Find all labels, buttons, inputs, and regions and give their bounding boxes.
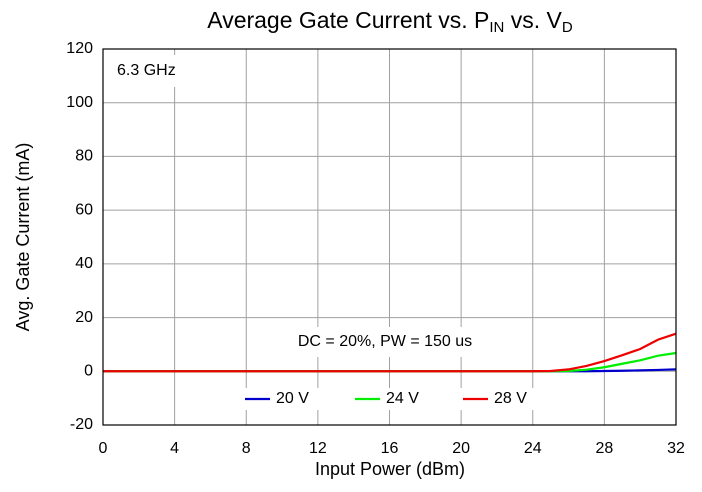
x-axis-label: Input Power (dBm) <box>315 459 465 479</box>
y-tick-label: 100 <box>66 94 93 111</box>
y-tick-label: 40 <box>75 255 93 272</box>
series-line <box>103 332 677 373</box>
x-tick-label: 8 <box>242 440 251 457</box>
y-tick-label: 120 <box>66 40 93 57</box>
legend-bg <box>241 388 341 410</box>
x-tick-label: 12 <box>309 440 327 457</box>
x-tick-label: 0 <box>99 440 108 457</box>
x-tick-label: 32 <box>667 440 685 457</box>
y-tick-label: 60 <box>75 201 93 218</box>
legend-bg <box>351 388 451 410</box>
x-tick-label: 20 <box>452 440 470 457</box>
y-axis-label: Avg. Gate Current (mA) <box>13 143 33 332</box>
annotation: 6.3 GHz <box>117 62 176 79</box>
x-tick-label: 28 <box>595 440 613 457</box>
x-tick-label: 4 <box>170 440 179 457</box>
y-tick-label: 0 <box>84 363 93 380</box>
y-tick-label: 80 <box>75 148 93 165</box>
chart-title: Average Gate Current vs. PIN vs. VD <box>207 7 573 36</box>
legend-label: 20 V <box>276 390 309 407</box>
annotation-box <box>262 327 508 357</box>
legend-label: 24 V <box>386 390 419 407</box>
y-tick-label: 20 <box>75 309 93 326</box>
annotation-box <box>108 55 196 87</box>
x-tick-label: 16 <box>381 440 399 457</box>
legend-bg <box>459 388 559 410</box>
annotation: DC = 20%, PW = 150 us <box>298 333 472 350</box>
y-tick-label: -20 <box>70 416 93 433</box>
x-tick-label: 24 <box>524 440 542 457</box>
plot-frame <box>102 48 677 426</box>
legend-label: 28 V <box>494 390 527 407</box>
